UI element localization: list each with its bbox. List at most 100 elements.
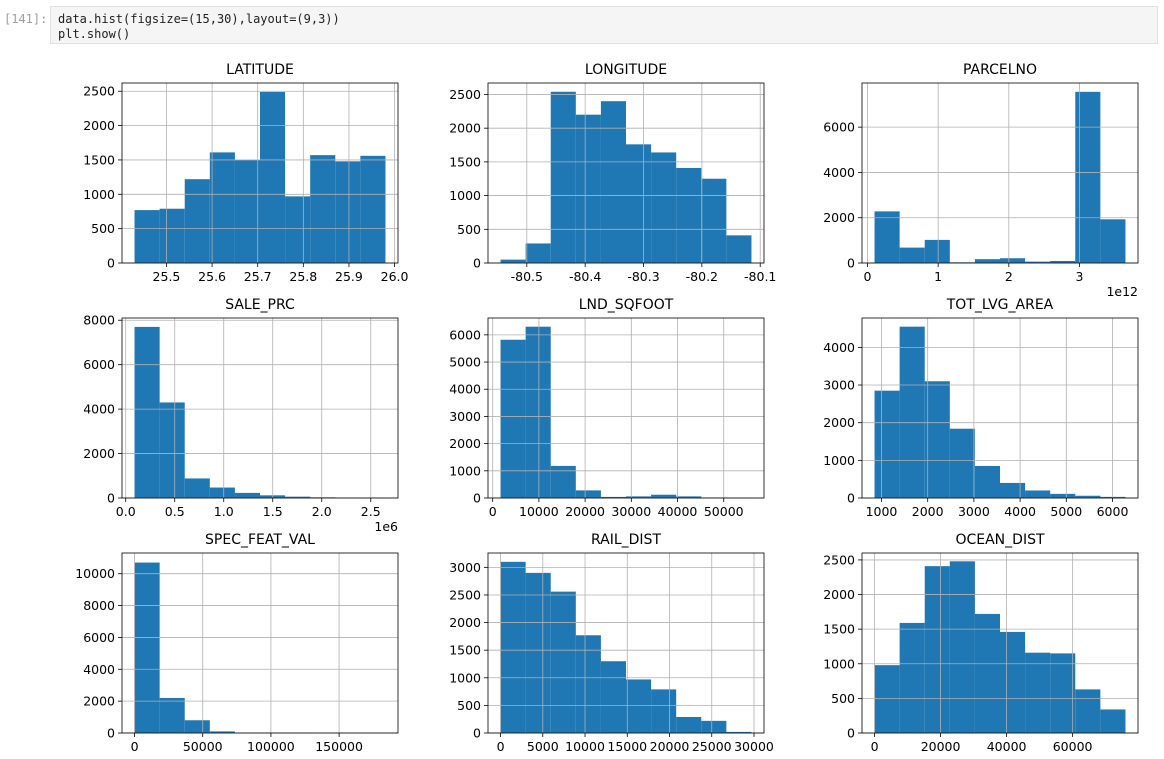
bar bbox=[1000, 258, 1026, 263]
chart-title: LND_SQFOOT bbox=[579, 297, 674, 313]
bar bbox=[575, 490, 601, 498]
y-tick-label: 500 bbox=[831, 691, 855, 706]
chart-title: PARCELNO bbox=[963, 62, 1037, 78]
x-tick-label: 1.5 bbox=[263, 504, 283, 519]
bar bbox=[974, 613, 1000, 733]
y-tick-label: 6000 bbox=[449, 327, 481, 342]
x-tick-label: 20000 bbox=[921, 739, 961, 754]
y-tick-label: 2000 bbox=[823, 210, 855, 225]
bar bbox=[1075, 689, 1101, 733]
bar bbox=[600, 661, 626, 733]
bar bbox=[874, 665, 900, 733]
bar bbox=[1050, 260, 1076, 263]
y-tick-label: 8000 bbox=[83, 598, 115, 613]
x-tick-label: 25.6 bbox=[198, 269, 226, 284]
x-tick-label: 100000 bbox=[247, 739, 295, 754]
y-tick-label: 4000 bbox=[83, 402, 115, 417]
bar bbox=[575, 635, 601, 733]
axes-frame bbox=[861, 317, 1139, 499]
x-tick-label: 25.8 bbox=[289, 269, 317, 284]
x-tick-label: 10000 bbox=[565, 739, 605, 754]
bar bbox=[550, 591, 576, 733]
y-tick-label: 3000 bbox=[449, 409, 481, 424]
bar bbox=[525, 243, 551, 263]
bar bbox=[1075, 91, 1101, 263]
x-tick-label: 30000 bbox=[611, 504, 651, 519]
x-tick-label: 1.0 bbox=[214, 504, 234, 519]
x-tick-label: -80.5 bbox=[511, 269, 543, 284]
y-tick-label: 4000 bbox=[449, 382, 481, 397]
axes-frame bbox=[861, 82, 1139, 264]
y-tick-label: 1000 bbox=[449, 463, 481, 478]
x-tick-label: 25000 bbox=[692, 739, 732, 754]
bar bbox=[626, 144, 652, 263]
x-tick-label: 50000 bbox=[704, 504, 744, 519]
y-tick-label: 2000 bbox=[83, 694, 115, 709]
y-tick-label: 0 bbox=[107, 491, 115, 506]
bar bbox=[134, 210, 160, 263]
bar bbox=[899, 622, 925, 733]
bar bbox=[209, 731, 235, 733]
x-tick-label: 26.0 bbox=[381, 269, 409, 284]
y-tick-label: 6000 bbox=[83, 357, 115, 372]
x-tick-label: 4000 bbox=[1004, 504, 1036, 519]
bar bbox=[500, 561, 526, 733]
y-tick-label: 1000 bbox=[823, 453, 855, 468]
bar bbox=[600, 101, 626, 264]
chart-title: SALE_PRC bbox=[225, 297, 295, 313]
bar bbox=[500, 339, 526, 498]
y-tick-label: 500 bbox=[457, 698, 481, 713]
bar bbox=[1000, 631, 1026, 733]
bar bbox=[310, 155, 336, 263]
bar bbox=[676, 496, 702, 498]
x-tick-label: -80.3 bbox=[627, 269, 659, 284]
bar bbox=[1075, 495, 1101, 498]
bar bbox=[1100, 709, 1126, 733]
y-tick-label: 0 bbox=[107, 726, 115, 741]
x-tick-label: 0 bbox=[131, 739, 139, 754]
bar bbox=[651, 689, 677, 733]
y-tick-label: 1000 bbox=[449, 670, 481, 685]
x-offset-label: 1e6 bbox=[374, 519, 398, 534]
bar bbox=[1000, 482, 1026, 498]
x-tick-label: -80.4 bbox=[569, 269, 601, 284]
x-tick-label: 2000 bbox=[912, 504, 944, 519]
x-tick-label: 20000 bbox=[565, 504, 605, 519]
y-tick-label: 2500 bbox=[823, 552, 855, 567]
x-tick-label: 3 bbox=[1076, 269, 1084, 284]
y-tick-label: 2000 bbox=[449, 615, 481, 630]
y-tick-label: 1500 bbox=[83, 152, 115, 167]
y-tick-label: 2000 bbox=[449, 121, 481, 136]
x-tick-label: 25.9 bbox=[335, 269, 363, 284]
bar bbox=[285, 196, 311, 263]
x-tick-label: 0 bbox=[497, 739, 505, 754]
y-tick-label: 3000 bbox=[823, 378, 855, 393]
y-tick-label: 1000 bbox=[449, 188, 481, 203]
axes-frame bbox=[121, 552, 399, 734]
bar bbox=[134, 326, 160, 498]
x-tick-label: 0.0 bbox=[116, 504, 136, 519]
bar bbox=[1050, 493, 1076, 498]
y-tick-label: 0 bbox=[847, 726, 855, 741]
chart-title: SPEC_FEAT_VAL bbox=[205, 532, 315, 548]
code-line: plt.show() bbox=[58, 27, 131, 41]
code-cell[interactable]: data.hist(figsize=(15,30),layout=(9,3)) … bbox=[50, 6, 1158, 44]
y-tick-label: 1000 bbox=[823, 656, 855, 671]
bar bbox=[676, 167, 702, 263]
x-tick-label: 2 bbox=[1005, 269, 1013, 284]
bar bbox=[726, 235, 752, 263]
bar bbox=[525, 326, 551, 498]
y-tick-label: 2000 bbox=[83, 118, 115, 133]
x-tick-label: 1 bbox=[934, 269, 942, 284]
chart-title: LONGITUDE bbox=[585, 62, 667, 78]
axes-frame bbox=[121, 317, 399, 499]
bar bbox=[1025, 490, 1051, 498]
bar bbox=[1050, 653, 1076, 733]
x-tick-label: 25.7 bbox=[244, 269, 272, 284]
bar bbox=[726, 731, 752, 733]
x-tick-label: 2.5 bbox=[361, 504, 381, 519]
chart-title: LATITUDE bbox=[226, 62, 294, 78]
y-tick-label: 5000 bbox=[449, 355, 481, 370]
bar bbox=[159, 208, 185, 263]
bar bbox=[651, 494, 677, 498]
